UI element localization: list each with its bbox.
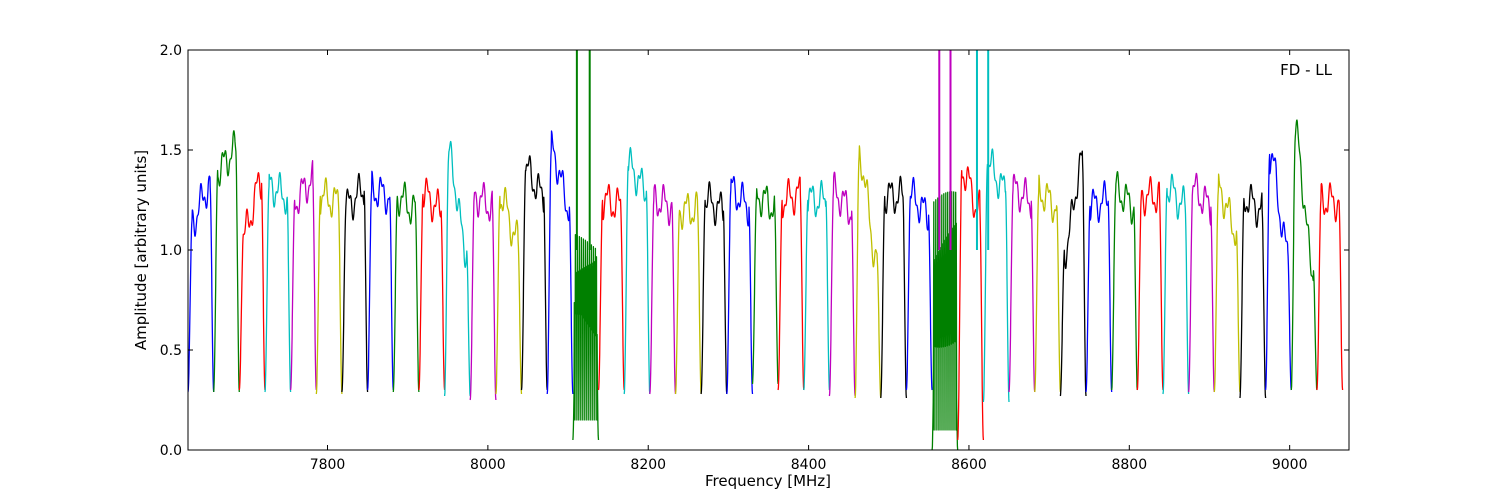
bandpass-series	[495, 186, 523, 395]
bandpass-series	[572, 234, 600, 441]
bandpass-series	[777, 176, 805, 391]
bandpass-series	[623, 146, 651, 395]
bandpass-series	[726, 175, 754, 395]
bandpass-series	[597, 183, 625, 391]
series-layer	[188, 119, 1344, 450]
bandpass-series	[315, 177, 343, 395]
bandpass-series	[1059, 150, 1087, 397]
bandpass-series	[469, 181, 497, 401]
spike-layer	[575, 50, 990, 250]
bandpass-series	[1264, 153, 1292, 391]
x-tick-label: 8400	[791, 457, 827, 473]
bandpass-series	[854, 145, 882, 399]
bandpass-series	[366, 170, 394, 391]
bandpass-series	[520, 155, 548, 391]
bandpass-series	[1213, 173, 1241, 393]
bandpass-series	[700, 181, 728, 395]
bandpass-series	[751, 185, 779, 385]
bandpass-series	[1085, 180, 1113, 393]
bandpass-series	[443, 140, 471, 397]
ticks-layer: 7800 8000 8200 8400 8600 8800 9000 0.0 0.5 1.0 1.5…	[160, 43, 1349, 473]
bandpass-series	[803, 179, 831, 391]
bandpass-series	[1187, 172, 1215, 393]
bandpass-series	[418, 177, 446, 391]
bandpass-series	[188, 175, 215, 393]
bandpass-series	[1136, 175, 1164, 391]
plot-area	[188, 50, 1349, 450]
bandpass-series	[880, 175, 908, 399]
bandpass-series	[1162, 173, 1190, 395]
y-tick-label: 1.0	[160, 243, 182, 259]
bandpass-series	[546, 130, 574, 395]
bandpass-series	[1034, 174, 1062, 393]
bandpass-series	[213, 130, 240, 393]
bandpass-series	[1111, 170, 1138, 391]
bandpass-series	[674, 191, 702, 395]
bandpass-series	[289, 159, 317, 391]
x-tick-label: 7800	[310, 457, 346, 473]
bandpass-series	[341, 172, 369, 393]
y-tick-label: 2.0	[160, 43, 182, 59]
x-tick-label: 8600	[951, 457, 987, 473]
y-tick-label: 0.5	[160, 343, 182, 359]
x-tick-label: 9000	[1272, 457, 1308, 473]
annotation-label: FD - LL	[1280, 61, 1332, 79]
bandpass-series	[828, 171, 856, 397]
y-tick-label: 1.5	[160, 143, 182, 159]
bandpass-series	[957, 166, 985, 441]
bandpass-series	[264, 171, 292, 393]
bandpass-series	[1008, 173, 1036, 393]
bandpass-series	[649, 184, 677, 395]
bandpass-series	[392, 181, 420, 393]
x-tick-label: 8800	[1111, 457, 1147, 473]
bandpass-series	[238, 172, 266, 391]
bandpass-series	[905, 176, 933, 391]
x-axis-label: Frequency [MHz]	[705, 472, 831, 490]
bandpass-series	[1290, 119, 1318, 391]
x-tick-label: 8200	[630, 457, 666, 473]
bandpass-series	[1316, 182, 1344, 391]
bandpass-series	[1239, 183, 1267, 399]
y-tick-label: 0.0	[160, 443, 182, 459]
y-axis-label: Amplitude [arbitrary units]	[132, 150, 150, 350]
bandpass-series	[931, 191, 959, 450]
x-tick-label: 8000	[470, 457, 506, 473]
